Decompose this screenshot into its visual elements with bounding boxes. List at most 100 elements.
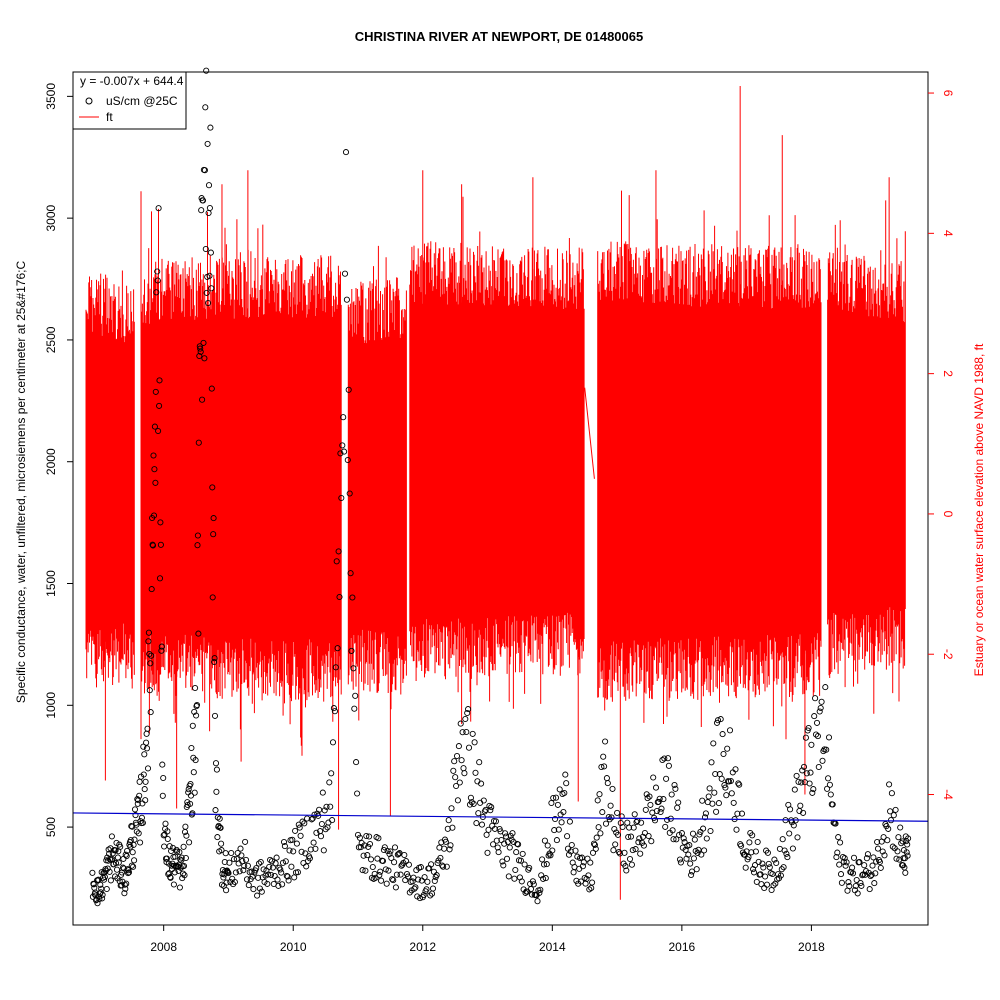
- conductance-point: [494, 844, 501, 851]
- conductance-point: [267, 856, 274, 863]
- conductance-point: [143, 745, 151, 752]
- conductance-point: [195, 439, 202, 446]
- conductance-point: [155, 205, 162, 212]
- conductance-point: [135, 797, 142, 804]
- conductance-point: [583, 875, 590, 882]
- conductance-point: [459, 729, 466, 736]
- conductance-point: [495, 849, 502, 856]
- x-axis: 2008 2010 2012 2014 2016 2018: [150, 925, 825, 954]
- conductance-point: [412, 884, 419, 891]
- conductance-point: [359, 867, 366, 874]
- conductance-point: [145, 629, 152, 636]
- conductance-point: [726, 727, 734, 734]
- conductance-point: [762, 873, 769, 880]
- conductance-point: [131, 806, 139, 813]
- conductance-point: [628, 861, 635, 868]
- conductance-point: [560, 808, 567, 816]
- conductance-point: [192, 757, 199, 764]
- conductance-point: [394, 851, 401, 858]
- conductance-point: [117, 843, 124, 850]
- conductance-point: [415, 876, 422, 883]
- elevation-segment-0: [85, 270, 135, 689]
- conductance-point: [635, 839, 642, 846]
- conductance-point: [713, 719, 721, 726]
- conductance-point: [349, 594, 356, 601]
- conductance-point: [230, 856, 238, 863]
- conductance-point: [206, 272, 213, 279]
- conductance-point: [650, 774, 657, 781]
- conductance-point: [104, 865, 111, 872]
- conductance-point: [610, 847, 617, 854]
- conductance-point: [672, 785, 679, 792]
- conductance-point: [653, 807, 660, 815]
- conductance-point: [187, 800, 194, 807]
- trend-line: [72, 812, 929, 822]
- conductance-point: [128, 862, 135, 869]
- conductance-point: [607, 802, 614, 809]
- conductance-point: [182, 823, 189, 830]
- conductance-point: [145, 638, 152, 645]
- conductance-point: [854, 890, 861, 897]
- conductance-point: [846, 883, 853, 890]
- conductance-point: [416, 895, 424, 902]
- conductance-point: [669, 827, 676, 834]
- conductance-point: [511, 875, 518, 882]
- conductance-point: [299, 818, 306, 825]
- conductance-point: [171, 869, 178, 876]
- conductance-point: [181, 872, 188, 879]
- conductance-point: [887, 817, 895, 824]
- conductance-point: [512, 866, 519, 874]
- conductance-point: [312, 845, 319, 852]
- conductance-point: [541, 837, 548, 844]
- conductance-point: [807, 769, 814, 776]
- conductance-point: [320, 847, 327, 854]
- conductance-point: [502, 830, 509, 837]
- conductance-point: [199, 396, 206, 403]
- conductance-point: [591, 841, 598, 848]
- conductance-point: [331, 708, 338, 715]
- conductance-point: [129, 849, 136, 856]
- conductance-point: [204, 140, 211, 147]
- conductance-point: [153, 289, 160, 296]
- conductance-point: [228, 849, 235, 857]
- conductance-point: [670, 836, 677, 843]
- conductance-point: [284, 873, 291, 880]
- conductance-point: [600, 753, 607, 760]
- conductance-point: [826, 781, 833, 788]
- conductance-point: [353, 759, 360, 766]
- conductance-point: [632, 846, 639, 853]
- conductance-point: [384, 847, 391, 855]
- conductance-point: [814, 733, 821, 740]
- conductance-point: [147, 660, 154, 667]
- conductance-point: [720, 750, 727, 758]
- conductance-point: [717, 716, 724, 723]
- y-tick-label-500: 500: [44, 817, 58, 837]
- y-axis-right: -4 -2 0 2 4 6: [928, 90, 955, 800]
- conductance-point: [297, 832, 304, 839]
- conductance-point: [904, 841, 911, 848]
- conductance-point: [218, 847, 225, 854]
- conductance-point: [887, 808, 894, 815]
- conductance-point: [327, 803, 334, 810]
- conductance-point: [874, 845, 882, 852]
- conductance-point: [656, 795, 663, 802]
- conductance-point: [133, 828, 140, 835]
- conductance-point: [746, 839, 753, 846]
- conductance-point: [777, 872, 784, 879]
- conductance-point: [296, 824, 303, 831]
- conductance-point: [727, 777, 734, 785]
- conductance-point: [335, 548, 342, 555]
- conductance-point: [387, 848, 394, 855]
- conductance-point: [318, 820, 325, 828]
- conductance-point: [549, 847, 556, 854]
- conductance-point: [347, 570, 354, 577]
- conductance-point: [244, 862, 251, 869]
- conductance-point: [326, 779, 333, 786]
- conductance-point: [170, 881, 177, 888]
- conductance-point: [609, 785, 616, 792]
- conductance-point: [868, 871, 875, 878]
- conductance-point: [812, 731, 820, 738]
- conductance-point: [143, 739, 150, 746]
- conductance-point: [899, 838, 906, 845]
- conductance-point: [614, 809, 621, 816]
